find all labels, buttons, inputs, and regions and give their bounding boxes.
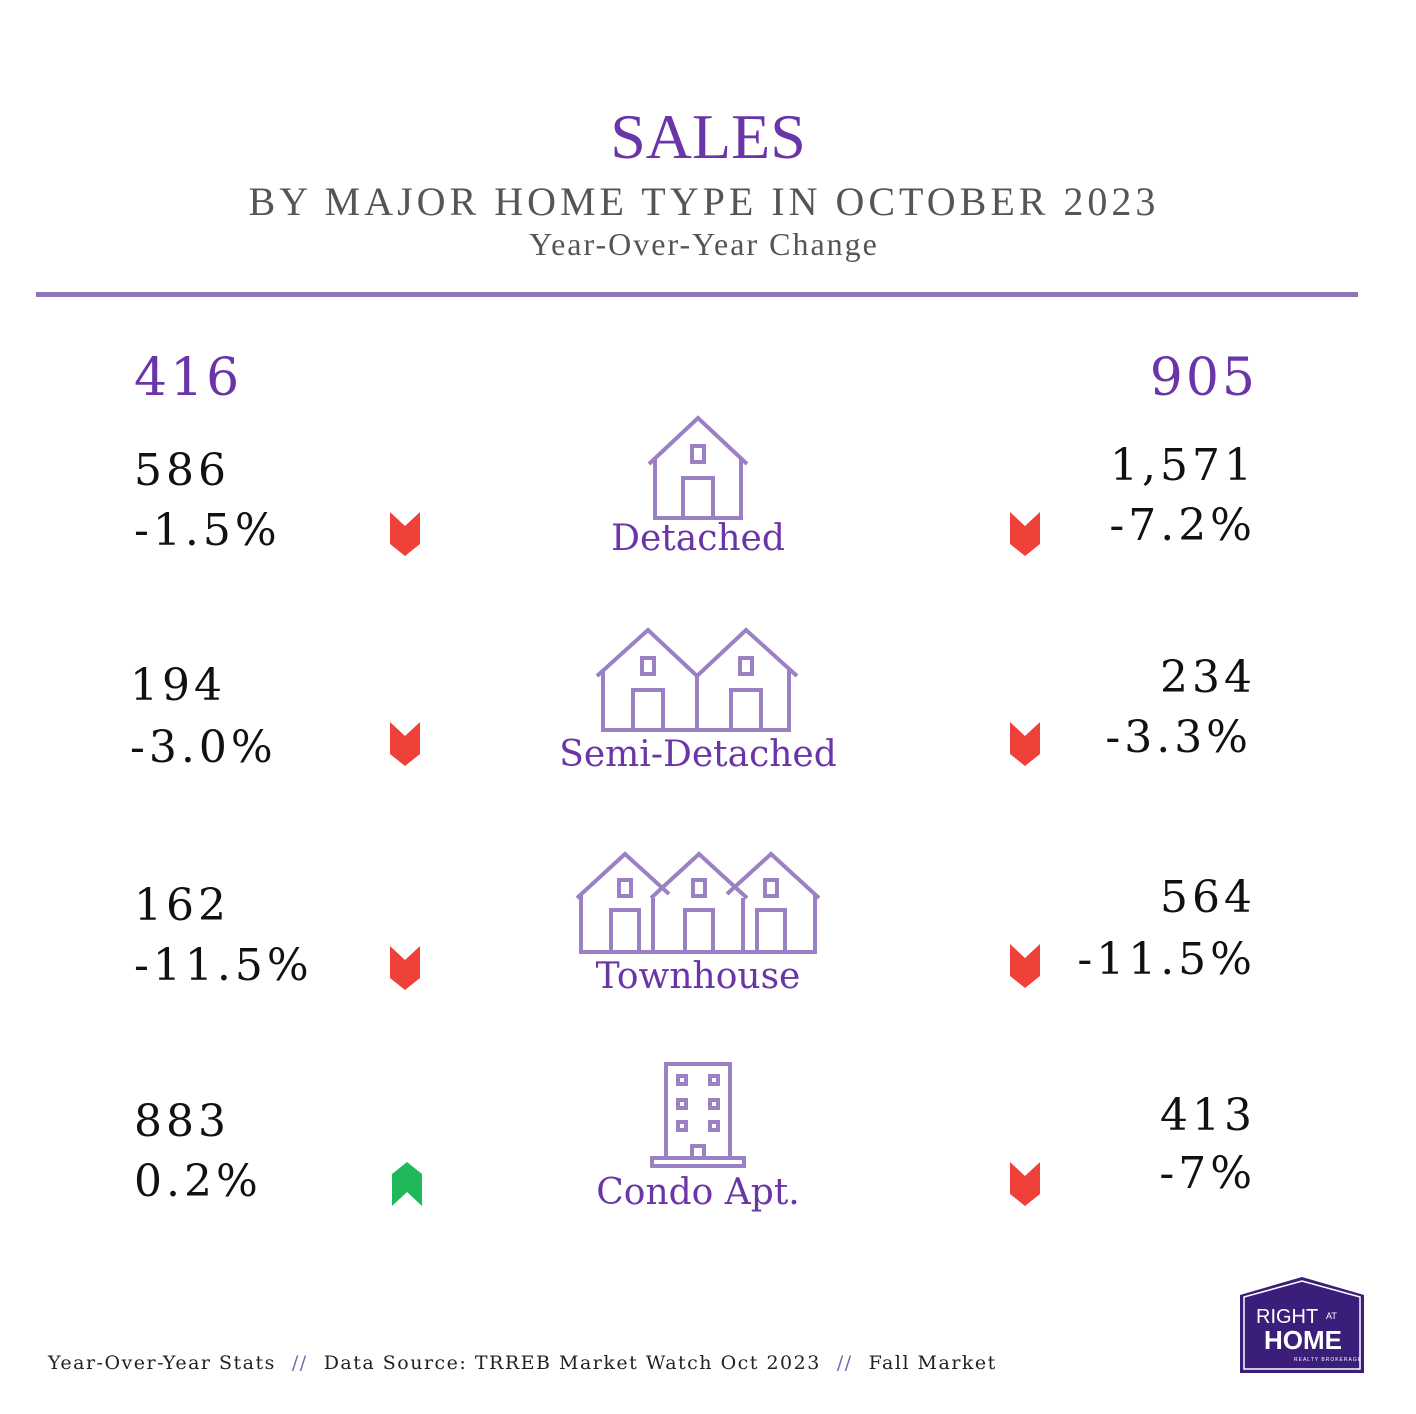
- detached-right-change: -7.2%: [1109, 500, 1256, 551]
- down-arrow-icon: [390, 512, 420, 556]
- condo-left-value: 883: [134, 1096, 230, 1147]
- condo-left-change: 0.2%: [134, 1156, 262, 1207]
- semi-left-change: -3.0%: [130, 722, 277, 773]
- footer-item: Year-Over-Year Stats: [48, 1352, 276, 1374]
- footer-separator: //: [836, 1352, 853, 1374]
- footer-item: Fall Market: [868, 1352, 997, 1374]
- townhouse-right-value: 564: [1160, 872, 1256, 923]
- footer-item: Data Source: TRREB Market Watch Oct 2023: [323, 1352, 821, 1374]
- logo-line3: REALTY BROKERAGE: [1294, 1357, 1362, 1363]
- detached-right-value: 1,571: [1110, 440, 1256, 491]
- semi-right-value: 234: [1160, 652, 1256, 703]
- logo-line1b: AT: [1326, 1311, 1337, 1321]
- detached-house-icon: [568, 412, 828, 526]
- down-arrow-icon: [1010, 1162, 1040, 1206]
- townhouse-left-value: 162: [134, 880, 230, 931]
- logo-line1: RIGHT: [1256, 1306, 1318, 1328]
- down-arrow-icon: [390, 946, 420, 990]
- detached-label: Detached: [611, 518, 785, 559]
- detached-left-value: 586: [134, 445, 230, 496]
- semi-left-value: 194: [130, 660, 226, 711]
- down-arrow-icon: [1010, 512, 1040, 556]
- page-caption: Year-Over-Year Change: [529, 226, 879, 262]
- townhouse-left-change: -11.5%: [134, 940, 313, 991]
- townhouse-icon: [568, 848, 828, 960]
- condo-label: Condo Apt.: [596, 1172, 800, 1213]
- condo-building-icon: [568, 1060, 828, 1174]
- right-at-home-logo: RIGHT AT HOME REALTY BROKERAGE: [1240, 1277, 1364, 1373]
- region-code-left: 416: [134, 348, 243, 408]
- logo-line2: HOME: [1264, 1325, 1342, 1355]
- townhouse-label: Townhouse: [595, 956, 801, 997]
- footer: Year-Over-Year Stats // Data Source: TRREB…: [48, 1352, 997, 1374]
- condo-right-change: -7%: [1159, 1148, 1256, 1199]
- semi-detached-label: Semi-Detached: [559, 734, 837, 775]
- region-code-right: 905: [1149, 348, 1258, 408]
- page-title: SALES: [610, 101, 806, 172]
- page-subtitle: BY MAJOR HOME TYPE IN OCTOBER 2023: [248, 179, 1160, 224]
- down-arrow-icon: [1010, 722, 1040, 766]
- townhouse-right-change: -11.5%: [1077, 934, 1256, 985]
- semi-detached-house-icon: [568, 624, 828, 738]
- footer-separator: //: [291, 1352, 308, 1374]
- down-arrow-icon: [390, 722, 420, 766]
- semi-right-change: -3.3%: [1105, 712, 1252, 763]
- down-arrow-icon: [1010, 944, 1040, 988]
- up-arrow-icon: [392, 1162, 422, 1206]
- detached-left-change: -1.5%: [134, 505, 281, 556]
- header-divider: [36, 292, 1358, 297]
- condo-right-value: 413: [1160, 1090, 1256, 1141]
